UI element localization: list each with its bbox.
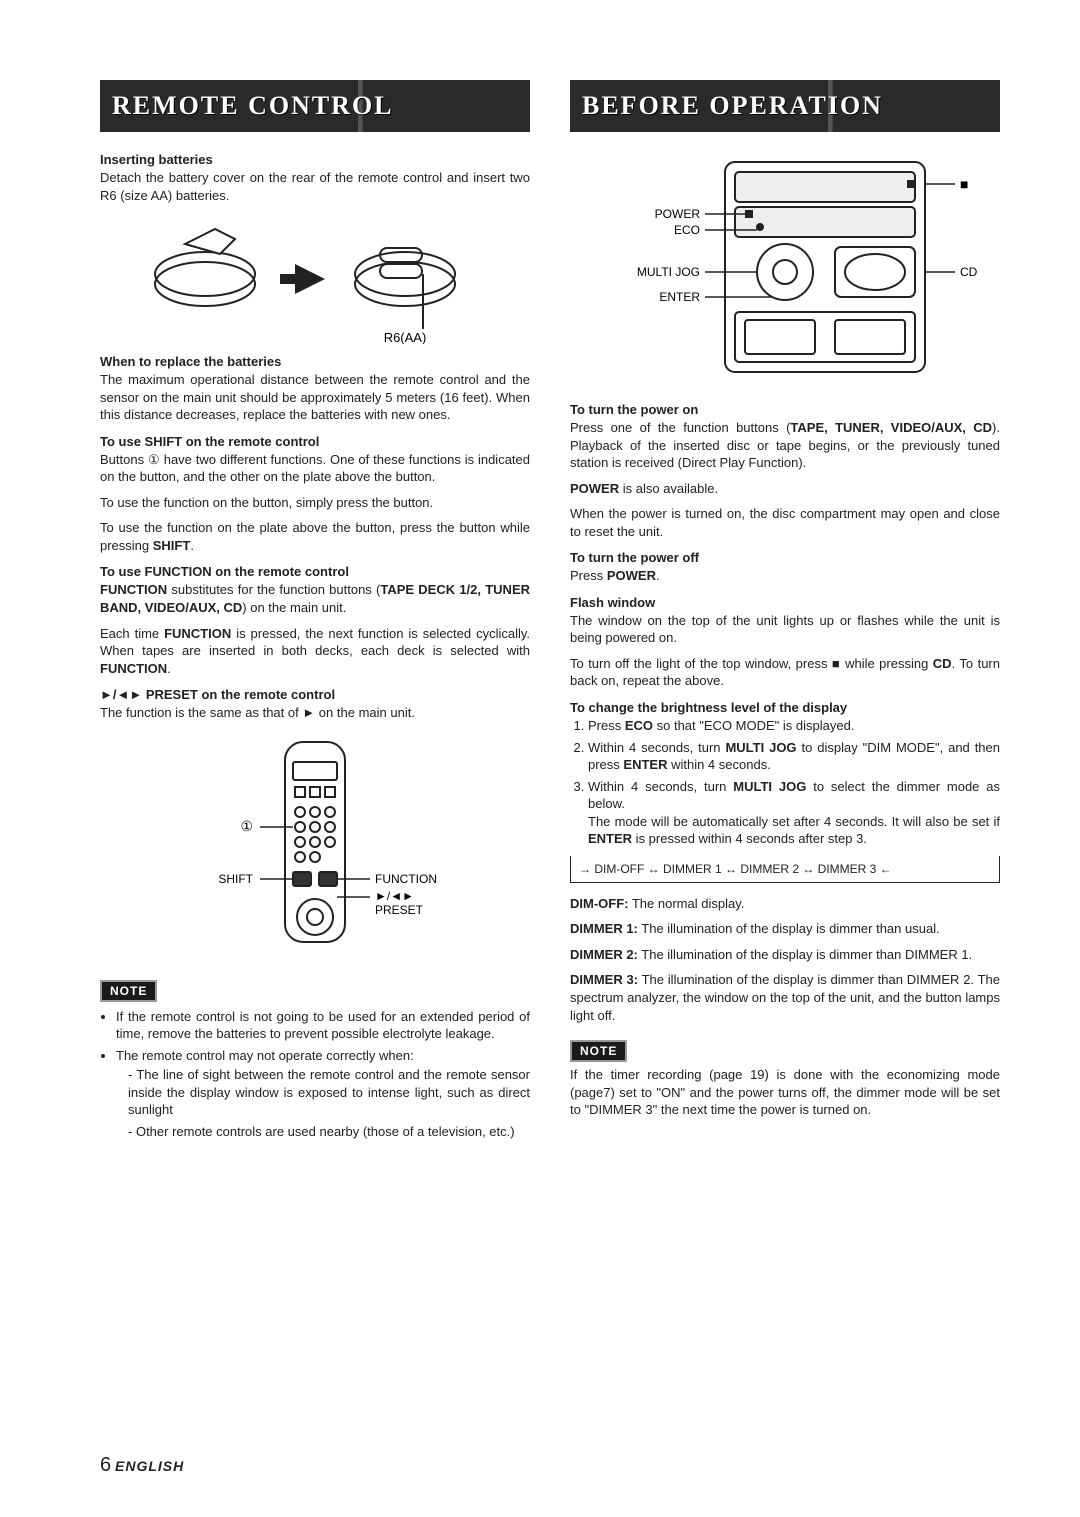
note-badge-left: NOTE	[100, 980, 157, 1002]
heading-inserting-batteries: Inserting batteries	[100, 152, 530, 167]
text-power-on-p3: When the power is turned on, the disc co…	[570, 505, 1000, 540]
heading-brightness: To change the brightness level of the di…	[570, 700, 1000, 715]
right-column: BEFORE OPERATION	[570, 80, 1000, 1149]
label-stop-icon: ■	[960, 176, 968, 192]
label-function: FUNCTION	[375, 872, 437, 886]
label-r6aa: R6(AA)	[384, 330, 427, 344]
dimmer3-text: DIMMER 3: The illumination of the displa…	[570, 971, 1000, 1024]
dimoff-text: DIM-OFF: The normal display.	[570, 895, 1000, 913]
label-circle-1: ①	[240, 818, 253, 834]
page-language: ENGLISH	[115, 1458, 184, 1474]
section-header-remote: REMOTE CONTROL	[100, 80, 530, 132]
page-number: 6	[100, 1454, 111, 1476]
two-column-layout: REMOTE CONTROL Inserting batteries Detac…	[100, 80, 1000, 1149]
text-power-on-p2: POWER is also available.	[570, 480, 1000, 498]
text-shift-p3: To use the function on the plate above t…	[100, 519, 530, 554]
text-flash-p2: To turn off the light of the top window,…	[570, 655, 1000, 690]
label-preset: PRESET	[375, 903, 424, 917]
text-shift-p1: Buttons ① have two different functions. …	[100, 451, 530, 486]
page-footer: 6 ENGLISH	[100, 1454, 184, 1477]
label-eco: ECO	[674, 223, 700, 237]
step-3: Within 4 seconds, turn MULTI JOG to sele…	[588, 778, 1000, 848]
dimmer1-text: DIMMER 1: The illumination of the displa…	[570, 920, 1000, 938]
text-preset: The function is the same as that of ► on…	[100, 704, 530, 722]
label-preset-sym: ►/◄►	[375, 889, 414, 903]
text-flash-p1: The window on the top of the unit lights…	[570, 612, 1000, 647]
heading-replace-batteries: When to replace the batteries	[100, 354, 530, 369]
brightness-steps: Press ECO so that "ECO MODE" is displaye…	[570, 717, 1000, 848]
note-badge-right: NOTE	[570, 1040, 627, 1062]
note-text-right: If the timer recording (page 19) is done…	[570, 1066, 1000, 1119]
label-shift: SHIFT	[218, 872, 253, 886]
remote-diagram: ① SHIFT FUNCTION ►/◄► PRESET	[145, 732, 485, 962]
label-enter: ENTER	[659, 290, 700, 304]
text-shift-p2: To use the function on the button, simpl…	[100, 494, 530, 512]
note-subitem: Other remote controls are used nearby (t…	[128, 1123, 530, 1141]
unit-diagram: POWER ECO MULTI JOG ENTER ■ CD	[585, 152, 985, 392]
heading-preset: ►/◄► PRESET on the remote control	[100, 687, 530, 702]
heading-power-off: To turn the power off	[570, 550, 1000, 565]
text-power-off: Press POWER.	[570, 567, 1000, 585]
note-list-left: If the remote control is not going to be…	[100, 1008, 530, 1141]
heading-flash: Flash window	[570, 595, 1000, 610]
section-header-before: BEFORE OPERATION	[570, 80, 1000, 132]
text-function-p1: FUNCTION substitutes for the function bu…	[100, 581, 530, 616]
label-cd: CD	[960, 265, 978, 279]
dimmer2-text: DIMMER 2: The illumination of the displa…	[570, 946, 1000, 964]
heading-function: To use FUNCTION on the remote control	[100, 564, 530, 579]
note-item: If the remote control is not going to be…	[116, 1008, 530, 1043]
heading-shift: To use SHIFT on the remote control	[100, 434, 530, 449]
dimmer-cycle: → DIM-OFF ↔ DIMMER 1 ↔ DIMMER 2 ↔ DIMMER…	[570, 856, 1000, 883]
note-subitem: The line of sight between the remote con…	[128, 1066, 530, 1119]
battery-diagram: R6(AA)	[145, 214, 485, 344]
step-1: Press ECO so that "ECO MODE" is displaye…	[588, 717, 1000, 735]
step-2: Within 4 seconds, turn MULTI JOG to disp…	[588, 739, 1000, 774]
heading-power-on: To turn the power on	[570, 402, 1000, 417]
label-multijog: MULTI JOG	[637, 265, 700, 279]
note-item: The remote control may not operate corre…	[116, 1047, 530, 1141]
label-power: POWER	[655, 207, 701, 221]
text-function-p2: Each time FUNCTION is pressed, the next …	[100, 625, 530, 678]
text-power-on-p1: Press one of the function buttons (TAPE,…	[570, 419, 1000, 472]
text-replace-batteries: The maximum operational distance between…	[100, 371, 530, 424]
left-column: REMOTE CONTROL Inserting batteries Detac…	[100, 80, 530, 1149]
manual-page: REMOTE CONTROL Inserting batteries Detac…	[0, 0, 1080, 1517]
text-inserting-batteries: Detach the battery cover on the rear of …	[100, 169, 530, 204]
